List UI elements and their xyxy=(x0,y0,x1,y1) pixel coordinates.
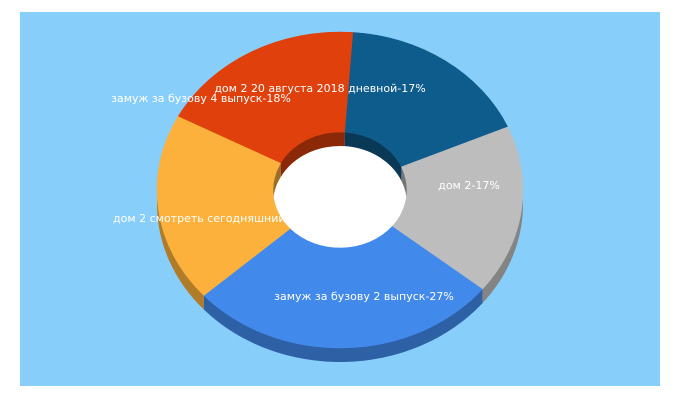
slice-label-1: дом 2-17% xyxy=(438,179,500,192)
slice-label-0: дом 2 20 августа 2018 дневной-17% xyxy=(214,82,425,95)
chart-background: дом 2 20 августа 2018 дневной-17% дом 2-… xyxy=(20,12,660,386)
slice-inner-wall-4 xyxy=(280,132,345,177)
slice-label-3: дом 2 смотреть сегодняшний выпуск-19% xyxy=(113,212,359,225)
slice-label-2: замуж за бузову 2 выпуск-27% xyxy=(274,290,454,303)
slice-0 xyxy=(344,32,509,168)
slice-2 xyxy=(203,226,483,349)
donut-hole xyxy=(273,139,407,255)
slice-label-4: замуж за бузову 4 выпуск-18% xyxy=(111,92,291,105)
slice-inner-wall-0 xyxy=(344,132,402,181)
slice-inner-wall-3 xyxy=(273,162,281,204)
slice-side-3 xyxy=(157,190,204,310)
slice-4 xyxy=(177,31,354,164)
slice-1 xyxy=(391,126,524,290)
donut-chart: дом 2 20 августа 2018 дневной-17% дом 2-… xyxy=(20,12,660,386)
slice-inner-wall-1 xyxy=(401,166,407,204)
slice-side-2 xyxy=(203,289,483,363)
slice-3 xyxy=(156,115,291,296)
slice-side-1 xyxy=(482,190,523,304)
